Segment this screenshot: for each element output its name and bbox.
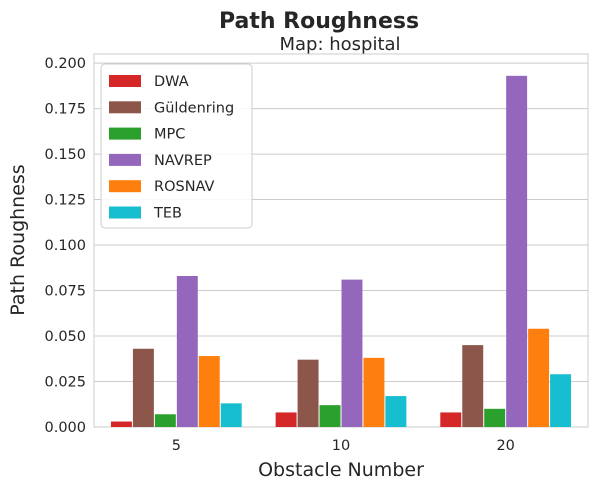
legend: DWA Güldenring MPC NAVREP ROSNAV TEB <box>100 63 253 229</box>
y-axis-ticks: 0.000 0.025 0.050 0.075 0.100 0.125 0.150 0.175… <box>44 56 86 436</box>
bar-rosnav-20 <box>528 328 550 427</box>
y-tick-label: 0.200 <box>44 56 86 72</box>
legend-label: NAVREP <box>154 153 212 169</box>
legend-label: ROSNAV <box>154 179 215 195</box>
x-tick-label: 5 <box>172 438 181 454</box>
x-axis-ticks: 5 10 20 <box>172 438 515 454</box>
y-tick-label: 0.025 <box>44 375 86 391</box>
legend-label: TEB <box>153 206 182 222</box>
bar-mpc-20 <box>484 408 506 427</box>
legend-label: DWA <box>154 74 189 90</box>
bar-gldenring-10 <box>297 359 319 427</box>
bar-navrep-5 <box>176 275 198 427</box>
x-axis-label: Obstacle Number <box>258 459 424 481</box>
bar-dwa-20 <box>440 412 462 427</box>
legend-items: DWA Güldenring MPC NAVREP ROSNAV TEB <box>109 74 234 222</box>
bar-rosnav-10 <box>363 357 385 427</box>
bar-mpc-5 <box>154 414 176 427</box>
x-tick-label: 20 <box>496 438 514 454</box>
y-tick-label: 0.000 <box>44 420 86 436</box>
y-tick-label: 0.150 <box>44 147 86 163</box>
plot-area <box>93 53 589 428</box>
bar-gldenring-20 <box>462 345 484 427</box>
bar-teb-10 <box>385 396 407 427</box>
y-axis-label: Path Roughness <box>7 164 29 315</box>
legend-label: MPC <box>154 127 185 143</box>
bar-rosnav-5 <box>198 356 220 427</box>
y-tick-label: 0.125 <box>44 193 86 209</box>
bar-navrep-10 <box>341 279 363 427</box>
bar-dwa-5 <box>110 421 132 427</box>
bars <box>110 75 572 428</box>
legend-swatch <box>109 206 141 219</box>
x-tick-label: 10 <box>332 438 350 454</box>
bar-gldenring-5 <box>132 348 154 427</box>
y-tick-label: 0.100 <box>44 238 86 254</box>
gridlines <box>94 62 588 428</box>
bar-navrep-20 <box>506 75 528 428</box>
y-tick-label: 0.175 <box>44 102 86 118</box>
y-tick-label: 0.075 <box>44 284 86 300</box>
legend-swatch <box>109 101 141 114</box>
legend-swatch <box>109 127 141 140</box>
legend-swatch <box>109 180 141 193</box>
bar-mpc-10 <box>319 405 341 427</box>
chart-title: Path Roughness <box>219 9 419 34</box>
legend-swatch <box>109 75 141 87</box>
legend-swatch <box>109 153 141 166</box>
y-tick-label: 0.050 <box>44 329 86 345</box>
bar-dwa-10 <box>275 412 297 427</box>
bar-teb-5 <box>220 403 242 427</box>
bar-teb-20 <box>550 374 572 427</box>
legend-label: Güldenring <box>154 100 234 116</box>
chart-subtitle: Map: hospital <box>279 34 400 55</box>
